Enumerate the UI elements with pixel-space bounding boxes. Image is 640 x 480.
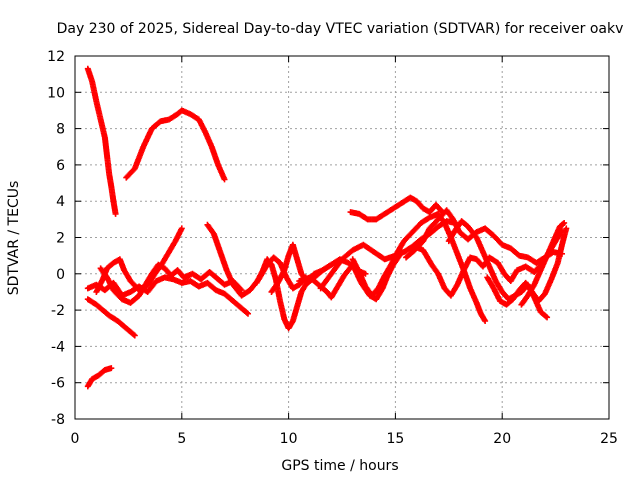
data-point [561, 219, 568, 226]
y-tick-label: 8 [56, 122, 65, 138]
x-tick-label: 20 [493, 431, 511, 447]
y-tick-label: -8 [51, 412, 65, 428]
data-point [130, 331, 137, 338]
series-s14 [349, 210, 489, 324]
data-point [542, 313, 549, 320]
x-tick-label: 10 [280, 431, 298, 447]
data-point [362, 270, 369, 277]
y-tick-label: 10 [47, 85, 65, 101]
y-tick-label: -6 [51, 376, 65, 392]
y-tick-labels: -8 -6 -4 -2 0 2 4 6 8 10 12 [47, 49, 65, 428]
x-tick-label: 25 [600, 431, 618, 447]
data-point [560, 220, 567, 227]
data-point [108, 365, 115, 372]
series-s2 [123, 107, 228, 183]
data-point [243, 309, 250, 316]
data-point [544, 314, 551, 321]
x-tick-labels: 0 5 10 15 20 25 [71, 431, 618, 447]
y-tick-label: 4 [56, 194, 65, 210]
x-axis-title: GPS time / hours [281, 458, 398, 474]
data-point [221, 176, 228, 183]
series-s19 [518, 219, 568, 308]
data-points [84, 65, 570, 390]
x-tick-label: 0 [71, 431, 80, 447]
series-s7 [97, 261, 245, 306]
series-s3 [84, 365, 115, 390]
grid-lines [75, 56, 609, 419]
y-tick-label: 0 [56, 267, 65, 283]
data-point [245, 310, 252, 317]
series-s4 [84, 296, 138, 339]
y-tick-label: 6 [56, 158, 65, 174]
y-tick-label: -4 [51, 339, 65, 355]
y-tick-label: 2 [56, 231, 65, 247]
data-point [112, 210, 119, 217]
data-point [482, 317, 489, 324]
data-point [178, 225, 185, 232]
series-s12 [317, 218, 459, 292]
x-tick-label: 15 [386, 431, 404, 447]
series-s8 [204, 221, 309, 299]
data-point [131, 332, 138, 339]
chart-title: Day 230 of 2025, Sidereal Day-to-day VTE… [57, 21, 624, 37]
series-s13 [347, 194, 446, 223]
y-tick-label: -2 [51, 303, 65, 319]
data-point [563, 225, 570, 232]
axis-ticks [74, 55, 610, 420]
series-s1 [84, 65, 119, 217]
x-tick-label: 5 [177, 431, 186, 447]
y-tick-label: 12 [47, 49, 65, 65]
y-axis-title: SDTVAR / TECUs [6, 181, 22, 296]
series-s18 [484, 225, 570, 308]
